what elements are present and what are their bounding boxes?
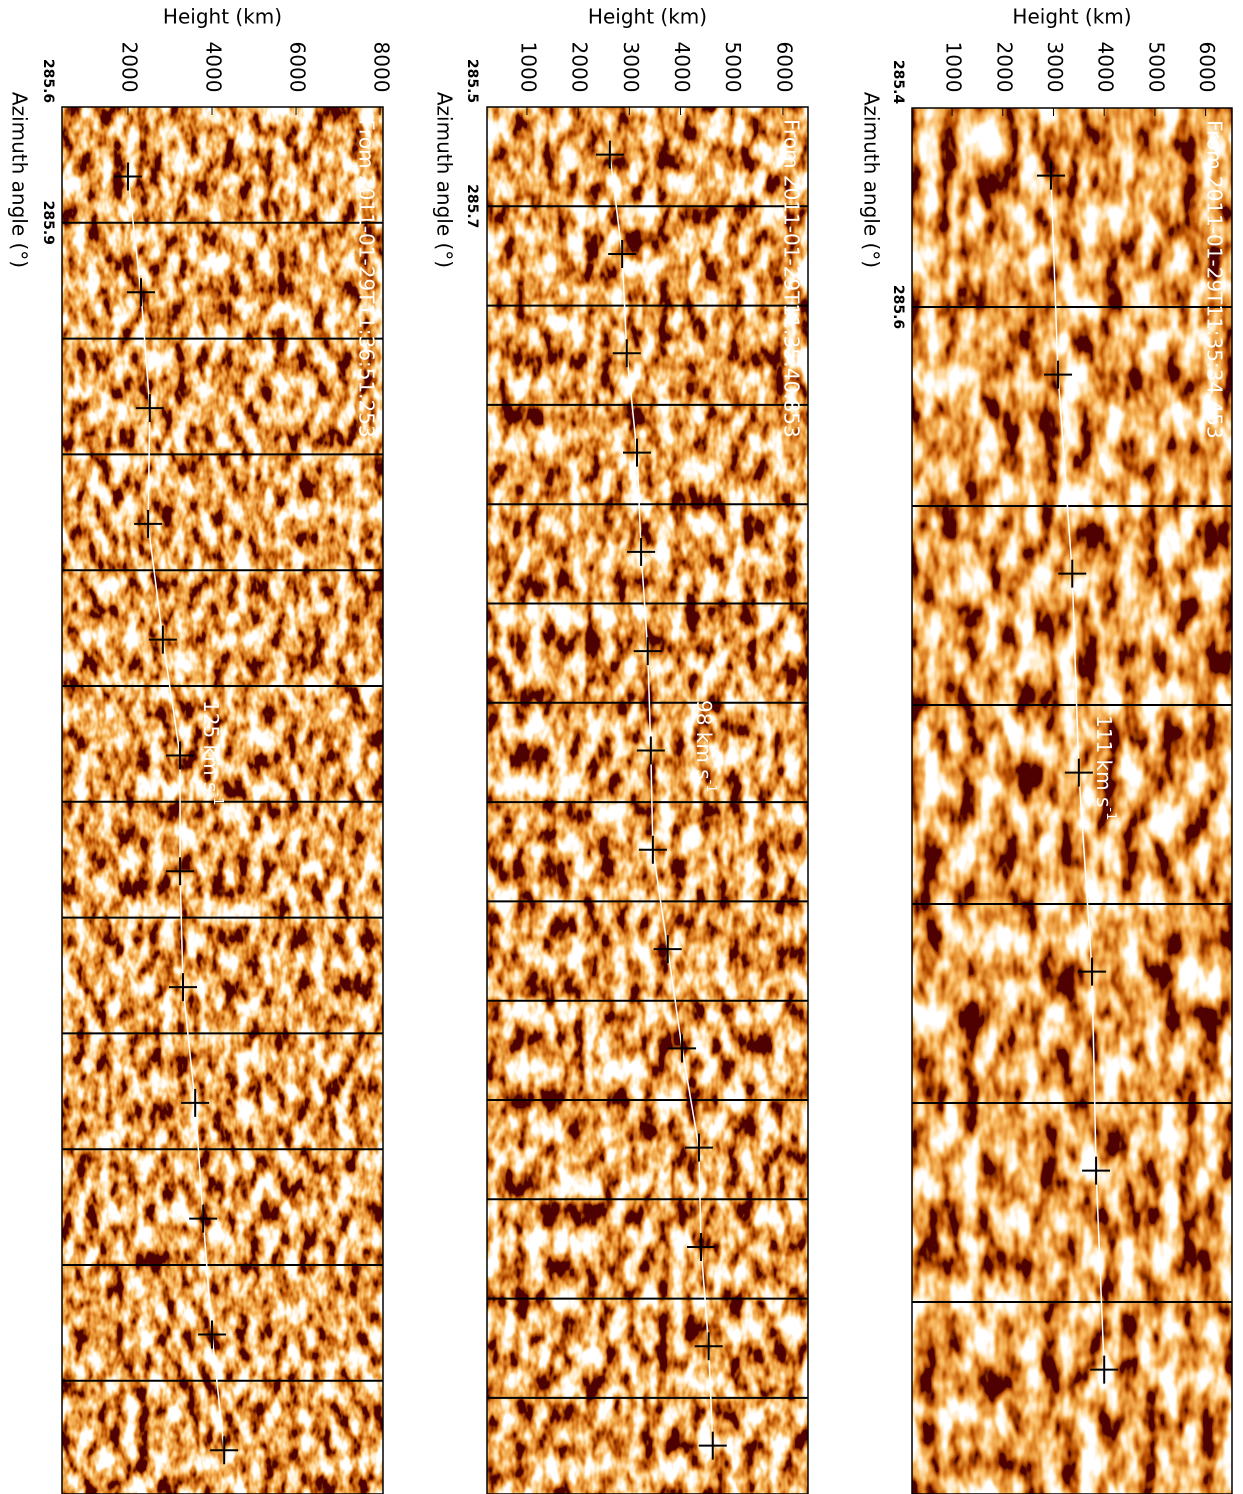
cross-marker bbox=[148, 625, 177, 654]
cross-marker bbox=[1064, 758, 1093, 787]
cross-marker bbox=[1036, 161, 1065, 190]
cross-marker bbox=[1090, 1355, 1119, 1384]
x-tick-label: 4000 bbox=[201, 42, 225, 93]
speed-annotation: 125 km s-1 bbox=[200, 700, 226, 805]
cross-marker bbox=[134, 509, 163, 538]
cross-marker bbox=[636, 736, 665, 765]
x-axis-label: Height (km) bbox=[1012, 5, 1131, 29]
image-background bbox=[912, 108, 1232, 1494]
x-tick-label: 6000 bbox=[286, 42, 310, 93]
cross-marker bbox=[608, 239, 637, 268]
speed-exponent: -1 bbox=[703, 780, 718, 793]
cross-marker bbox=[694, 1332, 723, 1361]
x-tick-label: 1000 bbox=[942, 42, 966, 93]
cross-marker bbox=[687, 1232, 715, 1261]
cross-marker bbox=[668, 1034, 697, 1063]
x-tick-label: 6000 bbox=[772, 42, 796, 93]
y-tick-label: 285.9 bbox=[40, 201, 56, 245]
cross-marker bbox=[698, 1431, 727, 1460]
image-border bbox=[61, 106, 384, 1494]
speed-annotation: 98 km s-1 bbox=[693, 700, 719, 793]
y-tick-label: 285.7 bbox=[464, 184, 480, 228]
x-tick-label: 2000 bbox=[568, 42, 592, 93]
cross-marker bbox=[181, 1088, 210, 1117]
y-axis-label: Azimuth angle (°) bbox=[8, 92, 32, 268]
x-axis-label: Height (km) bbox=[588, 5, 707, 29]
y-axis-label: Azimuth angle (°) bbox=[433, 92, 457, 268]
cross-marker bbox=[1058, 559, 1087, 588]
cross-marker bbox=[189, 1204, 218, 1233]
x-tick-label: 2000 bbox=[117, 42, 141, 93]
x-axis-label: Height (km) bbox=[163, 5, 282, 29]
cross-marker bbox=[1082, 1156, 1111, 1185]
cross-marker bbox=[595, 140, 624, 169]
speed-text: 98 km s bbox=[693, 700, 717, 780]
fit-line bbox=[127, 176, 225, 1451]
x-tick-label: 2000 bbox=[992, 42, 1016, 93]
x-tick-label: 3000 bbox=[619, 42, 643, 93]
y-tick-label: 285.5 bbox=[464, 59, 480, 103]
x-tick-label: 3000 bbox=[1043, 42, 1067, 93]
x-tick-label: 4000 bbox=[670, 42, 694, 93]
y-axis-label: Azimuth angle (°) bbox=[860, 92, 884, 268]
panel: Height (km) 1000 2000 3000 4000 5000 6000 Azimu… bbox=[860, 5, 1233, 1494]
cross-marker bbox=[113, 162, 142, 191]
image-border bbox=[486, 106, 809, 1494]
cross-marker bbox=[166, 741, 195, 770]
x-tick-label: 5000 bbox=[721, 42, 745, 93]
cross-marker bbox=[627, 537, 656, 566]
cross-marker bbox=[210, 1436, 239, 1465]
panel-title: From 2011-01-29T11:35:40.853 bbox=[780, 119, 804, 438]
x-tick-label: 4000 bbox=[1094, 42, 1118, 93]
panel: Height (km) 2000 4000 6000 8000 Azimuth angle… bbox=[8, 5, 394, 1494]
speed-text: 125 km s bbox=[200, 700, 224, 792]
panel: Height (km) 1000 2000 3000 4000 5000 6000 Azimu… bbox=[433, 5, 809, 1494]
speed-annotation: 111 km s-1 bbox=[1093, 715, 1119, 820]
cross-marker bbox=[638, 835, 667, 864]
y-tick-label: 285.6 bbox=[40, 59, 56, 103]
cross-marker bbox=[612, 339, 641, 368]
speed-exponent: -1 bbox=[1103, 807, 1118, 820]
panel-title: From 2011-01-29T11:35:34.453 bbox=[1203, 120, 1227, 439]
cross-marker bbox=[653, 935, 682, 964]
x-tick-label: 5000 bbox=[1144, 42, 1168, 93]
fit-line bbox=[609, 154, 714, 1446]
cross-marker bbox=[166, 857, 195, 886]
cross-marker bbox=[623, 438, 652, 467]
cross-marker bbox=[126, 278, 155, 307]
cross-marker bbox=[1078, 957, 1107, 986]
cross-marker bbox=[197, 1320, 226, 1349]
image-border bbox=[911, 107, 1233, 1494]
speed-text: 111 km s bbox=[1093, 715, 1117, 807]
cross-marker bbox=[1044, 360, 1073, 389]
cross-marker bbox=[684, 1133, 713, 1162]
cross-marker bbox=[169, 973, 198, 1002]
cross-marker bbox=[633, 637, 662, 666]
x-tick-label: 8000 bbox=[370, 42, 394, 93]
cross-marker bbox=[135, 394, 164, 423]
y-tick-label: 285.6 bbox=[890, 285, 906, 329]
y-tick-label: 285.4 bbox=[890, 60, 906, 105]
x-tick-label: 6000 bbox=[1195, 42, 1219, 93]
panel-title: From 2011-01-29T11:36:51.253 bbox=[355, 119, 379, 438]
x-tick-label: 1000 bbox=[516, 42, 540, 93]
speed-exponent: -1 bbox=[210, 792, 225, 805]
image-background bbox=[487, 107, 808, 1494]
